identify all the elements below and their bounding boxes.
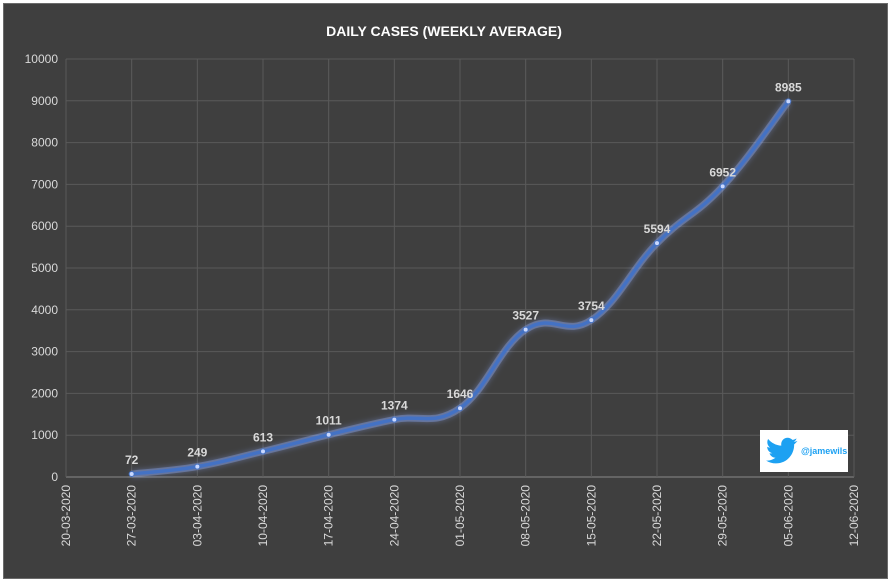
data-label: 249 <box>187 446 207 460</box>
chart-frame: DAILY CASES (WEEKLY AVERAGE) 0 1000 2000 30… <box>3 3 888 579</box>
y-tick-label: 3000 <box>31 345 58 359</box>
data-label: 6952 <box>709 165 736 179</box>
y-tick-label: 0 <box>51 470 58 484</box>
x-tick-label: 05-06-2020 <box>781 485 795 547</box>
data-label: 8985 <box>775 80 802 94</box>
twitter-handle: @jamewils <box>801 446 848 456</box>
data-label: 3754 <box>578 299 605 313</box>
y-tick-label: 4000 <box>31 303 58 317</box>
grid-lines <box>65 58 855 478</box>
x-axis-ticks: 20-03-2020 27-03-2020 03-04-2020 10-04-2020… <box>59 485 861 547</box>
y-tick-label: 2000 <box>31 386 58 400</box>
x-tick-label: 01-05-2020 <box>453 485 467 547</box>
data-point <box>325 431 332 438</box>
x-tick-label: 20-03-2020 <box>59 485 73 547</box>
x-tick-label: 17-04-2020 <box>322 485 336 547</box>
data-labels: 72 249 613 1011 1374 1646 3527 3754 5594 6952 8985 <box>125 80 802 467</box>
y-tick-label: 7000 <box>31 177 58 191</box>
data-point <box>522 326 529 333</box>
y-tick-label: 6000 <box>31 219 58 233</box>
data-point <box>785 98 792 105</box>
data-label: 3527 <box>512 309 539 323</box>
data-label: 1011 <box>316 414 342 428</box>
data-label: 1374 <box>381 399 408 413</box>
x-tick-label: 29-05-2020 <box>716 485 730 547</box>
x-tick-label: 24-04-2020 <box>387 485 401 547</box>
y-tick-label: 10000 <box>25 52 59 66</box>
x-tick-label: 08-05-2020 <box>519 485 533 547</box>
data-point <box>588 317 595 324</box>
y-axis-ticks: 0 1000 2000 3000 4000 5000 6000 7000 8000 9000 100… <box>25 52 59 484</box>
y-tick-label: 5000 <box>31 261 58 275</box>
twitter-bird-icon <box>766 437 798 464</box>
x-tick-label: 12-06-2020 <box>847 485 861 547</box>
data-point <box>260 448 266 455</box>
data-label: 1646 <box>447 387 474 401</box>
x-tick-label: 10-04-2020 <box>256 485 270 547</box>
data-point <box>194 463 201 470</box>
y-tick-label: 9000 <box>31 94 58 108</box>
data-label: 5594 <box>644 222 671 236</box>
chart-title: DAILY CASES (WEEKLY AVERAGE) <box>326 23 562 39</box>
data-point <box>719 183 726 190</box>
y-tick-label: 1000 <box>31 428 58 442</box>
twitter-watermark: @jamewils <box>760 430 848 472</box>
series-line-path <box>131 100 790 476</box>
data-label: 613 <box>253 430 273 444</box>
data-label: 72 <box>125 453 139 467</box>
data-point <box>654 240 660 247</box>
line-chart: DAILY CASES (WEEKLY AVERAGE) 0 1000 2000 30… <box>25 23 861 547</box>
data-point <box>457 405 463 412</box>
x-tick-label: 27-03-2020 <box>125 485 139 547</box>
x-tick-label: 22-05-2020 <box>650 485 664 547</box>
x-tick-label: 03-04-2020 <box>190 485 204 547</box>
data-point <box>128 470 135 477</box>
series-line <box>128 98 792 478</box>
data-point <box>391 416 398 423</box>
x-tick-label: 15-05-2020 <box>584 485 598 547</box>
y-tick-label: 8000 <box>31 136 58 150</box>
